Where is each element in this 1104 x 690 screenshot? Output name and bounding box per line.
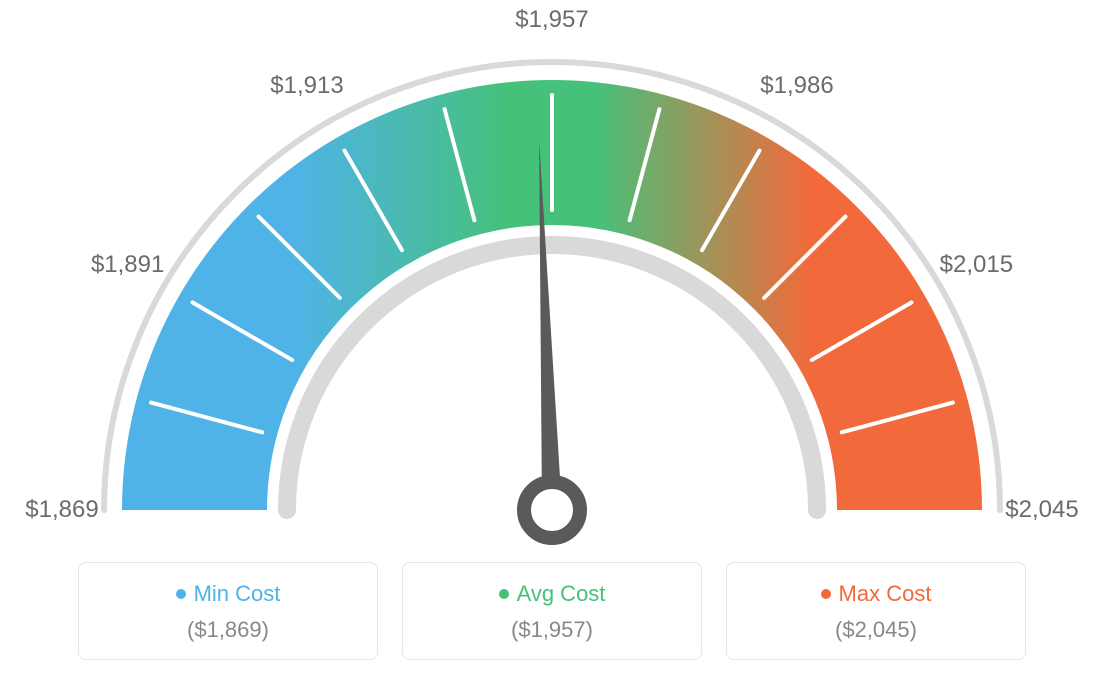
legend-row: Min Cost ($1,869) Avg Cost ($1,957) Max … [78,562,1026,660]
legend-max-value: ($2,045) [737,617,1015,643]
legend-min-title: Min Cost [176,581,281,607]
dot-icon-max [821,589,831,599]
gauge-tick-label: $2,015 [940,251,1013,279]
legend-min-label: Min Cost [194,581,281,607]
gauge-chart: $1,869$1,891$1,913$1,957$1,986$2,015$2,0… [52,30,1052,550]
legend-card-avg: Avg Cost ($1,957) [402,562,702,660]
legend-min-value: ($1,869) [89,617,367,643]
legend-avg-value: ($1,957) [413,617,691,643]
legend-card-min: Min Cost ($1,869) [78,562,378,660]
legend-card-max: Max Cost ($2,045) [726,562,1026,660]
dot-icon-avg [499,589,509,599]
gauge-tick-label: $1,957 [515,6,588,34]
gauge-tick-label: $1,986 [760,72,833,100]
legend-avg-title: Avg Cost [499,581,606,607]
gauge-tick-label: $1,891 [91,251,164,279]
legend-max-label: Max Cost [839,581,932,607]
legend-max-title: Max Cost [821,581,932,607]
gauge-tick-label: $1,869 [25,496,98,524]
gauge-tick-label: $2,045 [1005,496,1078,524]
legend-avg-label: Avg Cost [517,581,606,607]
gauge-tick-label: $1,913 [270,72,343,100]
gauge-svg [52,30,1052,550]
dot-icon-min [176,589,186,599]
